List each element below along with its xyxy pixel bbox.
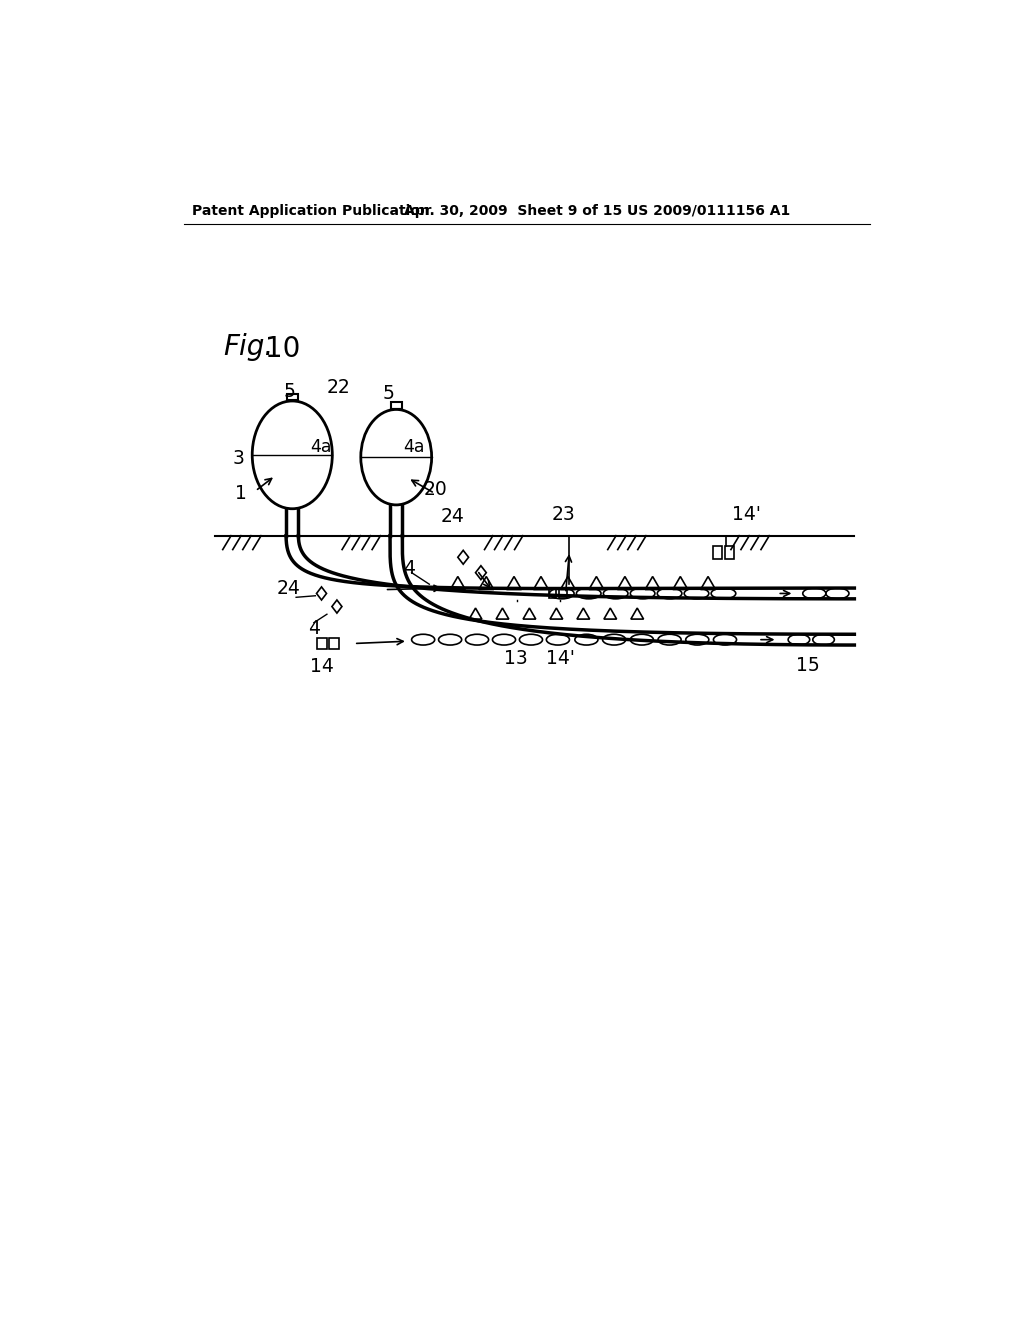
Bar (725, 546, 734, 560)
Bar (549, 589, 556, 598)
Text: 4a: 4a (310, 438, 332, 457)
Bar (329, 638, 339, 649)
Text: 14': 14' (546, 649, 574, 668)
Text: 3: 3 (232, 449, 245, 469)
Text: 10: 10 (265, 335, 301, 363)
Text: 23: 23 (552, 504, 575, 524)
Text: Patent Application Publication: Patent Application Publication (193, 203, 430, 218)
Text: 4: 4 (308, 619, 319, 638)
Bar (559, 589, 567, 598)
Text: 5: 5 (383, 384, 394, 403)
Bar (391, 403, 401, 409)
Text: 22: 22 (327, 379, 350, 397)
Text: US 2009/0111156 A1: US 2009/0111156 A1 (628, 203, 791, 218)
Text: 4a: 4a (403, 438, 425, 457)
Text: 1: 1 (234, 484, 247, 503)
Text: 4: 4 (403, 560, 416, 578)
Text: 24: 24 (440, 507, 464, 525)
Text: 15: 15 (797, 656, 820, 675)
Text: Apr. 30, 2009  Sheet 9 of 15: Apr. 30, 2009 Sheet 9 of 15 (403, 203, 623, 218)
Text: 5: 5 (284, 383, 296, 401)
Text: 13: 13 (504, 649, 527, 668)
Text: 14: 14 (309, 657, 334, 676)
Text: 14': 14' (732, 504, 761, 524)
Bar (713, 546, 722, 560)
Text: 24: 24 (276, 578, 300, 598)
Bar (316, 638, 327, 649)
Text: Fig.: Fig. (223, 333, 273, 362)
Bar (287, 395, 298, 400)
Text: 20: 20 (424, 480, 447, 499)
